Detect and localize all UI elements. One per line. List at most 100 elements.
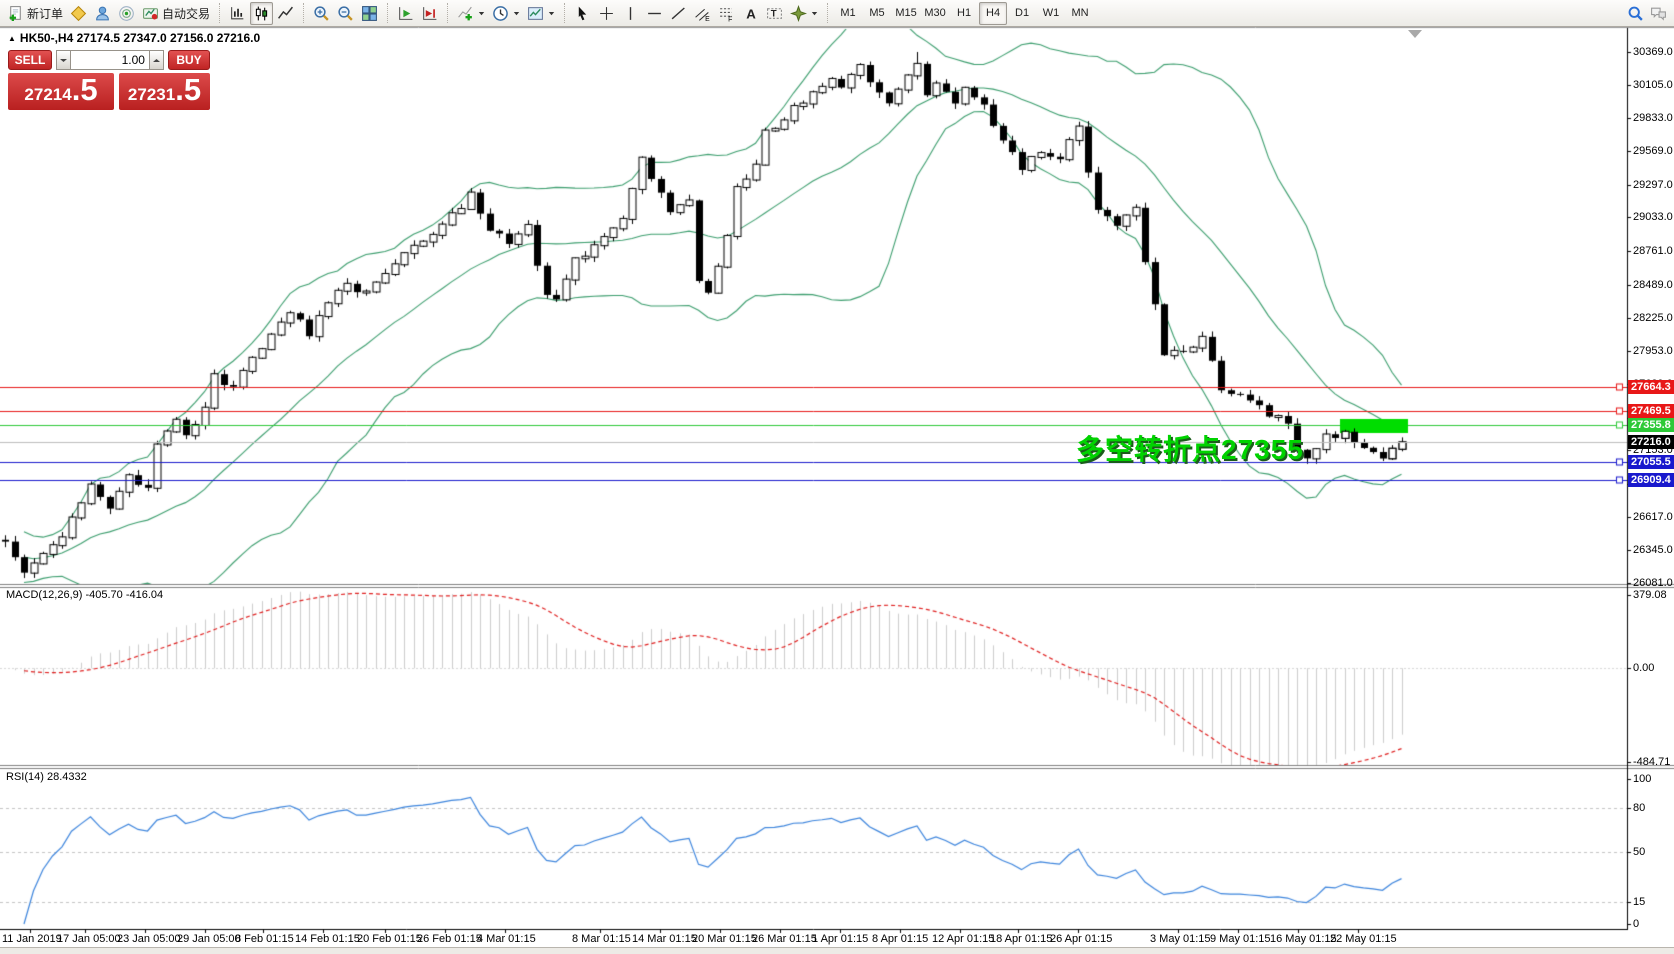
periods-icon <box>492 5 509 22</box>
chat-icon <box>1650 5 1667 22</box>
buy-price-main: 27231 <box>127 85 176 104</box>
templates-button[interactable] <box>524 2 558 25</box>
dropdown-arrow-icon <box>478 5 485 21</box>
svg-text:T: T <box>771 8 777 19</box>
text-label-icon: T <box>766 5 783 22</box>
buy-price-fraction: .5 <box>175 72 202 107</box>
arrows-button[interactable] <box>787 2 821 25</box>
buy-button[interactable]: BUY <box>167 50 210 70</box>
timeframe-button-w1[interactable]: W1 <box>1037 2 1065 25</box>
candlestick-chart-button[interactable] <box>250 1 274 25</box>
indicators-icon <box>457 5 474 22</box>
chart-ohlc-values: 27174.5 27347.0 27156.0 27216.0 <box>76 31 261 45</box>
zoom-in-icon <box>313 5 330 22</box>
arrows-icon <box>790 4 808 22</box>
autotrading-button-label: 自动交易 <box>162 6 211 21</box>
buy-price-display[interactable]: 27231.5 <box>119 73 210 110</box>
timeframe-button-m15[interactable]: M15 <box>892 2 920 25</box>
sell-price-main: 27214 <box>24 85 72 104</box>
timeframe-button-h1[interactable]: H1 <box>950 2 978 25</box>
svg-text:F: F <box>728 16 732 22</box>
cursor-button[interactable] <box>571 2 594 25</box>
tile-windows-icon <box>361 5 378 22</box>
timeframe-button-h4[interactable]: H4 <box>979 1 1008 25</box>
lot-increase-button[interactable] <box>148 50 164 70</box>
timeframe-button-d1[interactable]: D1 <box>1008 2 1036 25</box>
new-order-button[interactable]: 新订单 <box>4 2 66 25</box>
toolbar-separator <box>387 3 389 23</box>
chat-button[interactable] <box>1647 2 1670 25</box>
bar-chart-button[interactable] <box>226 2 249 25</box>
dropdown-arrow-icon <box>513 5 520 21</box>
dropdown-arrow-icon <box>811 5 818 21</box>
timeframe-button-mn-label: MN <box>1071 7 1089 19</box>
lot-size-input[interactable] <box>70 50 149 70</box>
crosshair-button[interactable] <box>595 2 618 25</box>
timeframe-button-mn[interactable]: MN <box>1066 2 1094 25</box>
new-order-button-label: 新订单 <box>27 6 64 21</box>
zoom-in-button[interactable] <box>310 2 333 25</box>
search-icon <box>1627 5 1644 22</box>
trendline-icon <box>670 5 687 22</box>
periods-button[interactable] <box>489 2 523 25</box>
cursor-icon <box>574 5 591 22</box>
timeframe-button-m30[interactable]: M30 <box>921 2 949 25</box>
timeframe-button-h1-label: H1 <box>957 7 972 19</box>
horizontal-line-button[interactable] <box>643 2 666 25</box>
timeframe-button-m1[interactable]: M1 <box>834 2 862 25</box>
sell-price-fraction: .5 <box>71 72 98 107</box>
profile-icon <box>94 5 111 22</box>
sell-button[interactable]: SELL <box>8 50 52 70</box>
timeframe-button-m30-label: M30 <box>924 7 946 19</box>
one-click-trading-panel: SELL BUY 27214.5 27231.5 <box>8 50 210 110</box>
toolbar-separator <box>564 3 566 23</box>
equidistant-channel-button[interactable]: E <box>691 2 714 25</box>
svg-text:A: A <box>746 6 756 21</box>
search-button[interactable] <box>1624 2 1647 25</box>
market-watch-button[interactable] <box>67 2 90 25</box>
zoom-out-button[interactable] <box>334 2 357 25</box>
toolbar-separator <box>219 3 221 23</box>
autotrading-icon <box>142 5 159 22</box>
line-chart-button[interactable] <box>274 2 297 25</box>
chart-title: ▲ HK50-,H4 27174.5 27347.0 27156.0 27216.… <box>8 31 260 45</box>
auto-scroll-button[interactable] <box>394 2 417 25</box>
chart-shift-button[interactable] <box>418 2 441 25</box>
tile-windows-button[interactable] <box>358 2 381 25</box>
auto-scroll-icon <box>397 5 414 22</box>
lot-size-control <box>55 50 164 70</box>
autotrading-button[interactable]: 自动交易 <box>139 2 213 25</box>
bar-chart-icon <box>229 5 246 22</box>
timeframe-button-m15-label: M15 <box>895 7 917 19</box>
lot-decrease-button[interactable] <box>55 50 71 70</box>
toolbar-separator <box>827 3 829 23</box>
timeframe-button-d1-label: D1 <box>1015 7 1030 19</box>
text-label-button[interactable]: T <box>763 2 786 25</box>
dropdown-arrow-icon <box>548 5 555 21</box>
candlestick-icon <box>253 5 270 22</box>
svg-text:E: E <box>705 15 710 21</box>
timeframe-button-w1-label: W1 <box>1042 7 1060 19</box>
new-order-icon <box>7 5 24 22</box>
indicators-button[interactable] <box>454 2 488 25</box>
crosshair-icon <box>598 5 615 22</box>
toolbar-right-group <box>1624 2 1670 25</box>
vertical-line-button[interactable] <box>619 2 642 25</box>
timeframe-button-m1-label: M1 <box>840 7 856 19</box>
zoom-out-icon <box>337 5 354 22</box>
toolbar: 新订单 自动交易 E F A T M1 M5 M15 M30 H1 H4 D1 W1 MN <box>0 0 1674 27</box>
line-chart-icon <box>277 5 294 22</box>
trendline-button[interactable] <box>667 2 690 25</box>
signals-icon <box>118 5 135 22</box>
timeframe-button-m5[interactable]: M5 <box>863 2 891 25</box>
fibonacci-button[interactable]: F <box>715 2 738 25</box>
sell-price-display[interactable]: 27214.5 <box>8 73 114 110</box>
profile-button[interactable] <box>91 2 114 25</box>
text-icon: A <box>742 5 759 22</box>
signals-button[interactable] <box>115 2 138 25</box>
text-button[interactable]: A <box>739 2 762 25</box>
timeframe-button-h4-label: H4 <box>986 7 1001 19</box>
toolbar-separator <box>303 3 305 23</box>
